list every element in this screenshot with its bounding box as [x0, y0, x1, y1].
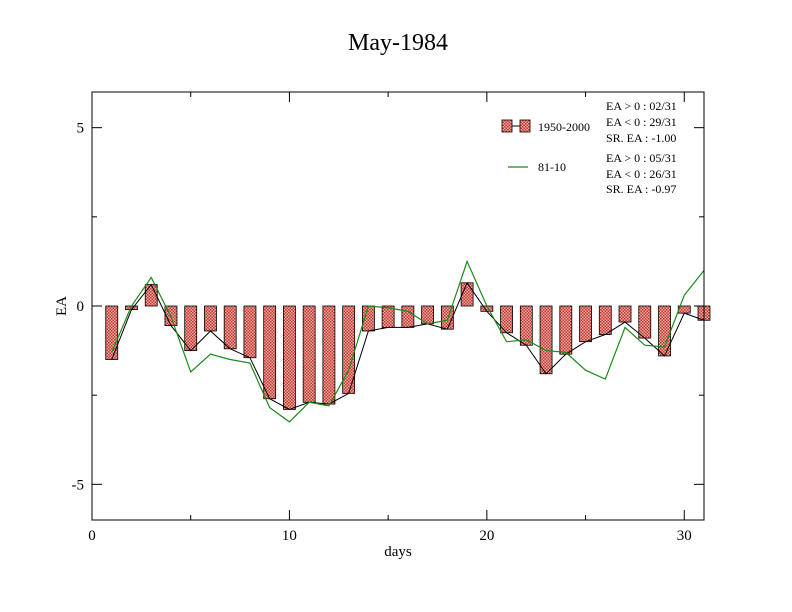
bar-day-12 — [322, 305, 336, 405]
legend-line-label: 81-10 — [538, 160, 566, 174]
y-tick-label: -5 — [72, 477, 85, 493]
bar-day-6 — [204, 305, 217, 332]
bar-day-10 — [283, 305, 296, 410]
ticks-layer: 0 10 20 30 -5 0 5 — [72, 92, 704, 544]
y-axis-label: EA — [54, 296, 70, 316]
legend-bar-swatch-left — [501, 119, 513, 133]
y-tick-label: 0 — [77, 299, 85, 315]
bar-day-9 — [263, 305, 277, 400]
x-tick-label: 0 — [88, 528, 96, 544]
legend-bar-label: 1950-2000 — [538, 120, 590, 134]
bar-day-11 — [302, 305, 316, 403]
x-axis-label: days — [384, 544, 412, 560]
bar-day-27 — [618, 305, 632, 323]
legend-bar-stat-1: EA > 0 : 02/31 — [606, 99, 677, 113]
y-tick-label: 5 — [77, 121, 85, 137]
chart-title: May-1984 — [348, 30, 448, 56]
x-tick-label: 20 — [479, 528, 494, 544]
legend-line-stat-2: EA < 0 : 26/31 — [606, 167, 677, 181]
bar-day-16 — [401, 305, 415, 328]
legend-bar-stat-2: EA < 0 : 29/31 — [606, 115, 677, 129]
bar-day-26 — [598, 305, 612, 335]
bar-day-8 — [243, 305, 257, 359]
legend-line-stat-1: EA > 0 : 05/31 — [606, 151, 677, 165]
legend-bar-stat-3: SR. EA : -1.00 — [606, 131, 676, 145]
line-series-81-10 — [111, 259, 705, 423]
x-tick-label: 10 — [282, 528, 297, 544]
bar-day-25 — [579, 305, 592, 343]
bar-day-7 — [223, 305, 237, 350]
bar-day-23 — [539, 305, 553, 375]
bar-day-29 — [658, 305, 671, 357]
x-tick-label: 30 — [677, 528, 692, 544]
legend-line-stat-3: SR. EA : -0.97 — [606, 182, 676, 196]
legend: 1950-2000 EA > 0 : 02/31 EA < 0 : 29/31 … — [501, 99, 677, 196]
bar-series-outline — [111, 281, 705, 410]
bar-day-24 — [559, 305, 573, 355]
bar-day-15 — [381, 305, 395, 328]
bar-day-3 — [144, 284, 158, 307]
bar-day-19 — [460, 282, 474, 307]
bar-day-28 — [638, 305, 652, 339]
bar-day-5 — [184, 305, 198, 351]
bars-layer — [105, 282, 711, 410]
legend-bar-swatch-right — [519, 119, 531, 133]
lines-layer — [111, 259, 705, 423]
